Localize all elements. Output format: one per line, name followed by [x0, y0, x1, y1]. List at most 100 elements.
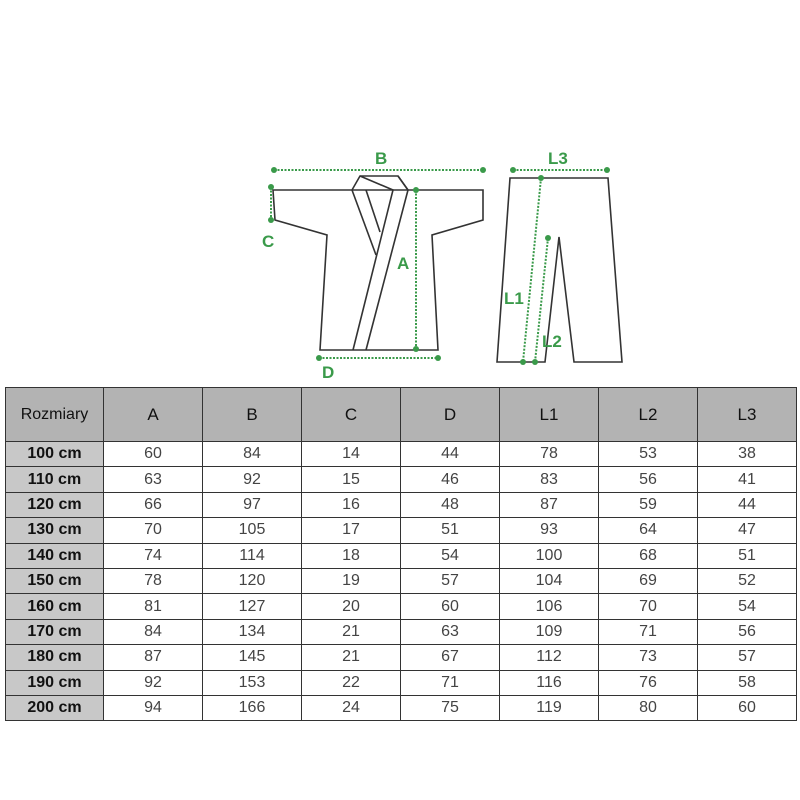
value-cell: 104: [499, 567, 599, 595]
value-cell: 53: [598, 440, 698, 468]
value-cell: 116: [499, 669, 599, 696]
value-cell: 63: [103, 466, 203, 493]
value-cell: 54: [400, 542, 500, 569]
table-row: 190 cm 92 153 22 71 116 76 58: [5, 669, 797, 696]
value-cell: 69: [598, 567, 698, 595]
value-cell: 75: [400, 694, 500, 722]
value-cell: 41: [697, 466, 797, 493]
value-cell: 56: [598, 466, 698, 493]
header-c: C: [301, 387, 401, 442]
size-cell: 140 cm: [5, 542, 104, 569]
value-cell: 92: [103, 669, 203, 696]
value-cell: 58: [697, 669, 797, 696]
value-cell: 44: [400, 440, 500, 468]
table-header-row: Rozmiary A B C D L1 L2 L3: [5, 387, 797, 442]
value-cell: 70: [598, 593, 698, 620]
value-cell: 120: [202, 567, 302, 595]
value-cell: 106: [499, 593, 599, 620]
value-cell: 46: [400, 466, 500, 493]
size-cell: 130 cm: [5, 517, 104, 544]
size-cell: 150 cm: [5, 567, 104, 595]
value-cell: 127: [202, 593, 302, 620]
value-cell: 68: [598, 542, 698, 569]
table-row: 200 cm 94 166 24 75 119 80 60: [5, 694, 797, 722]
header-b: B: [202, 387, 302, 442]
value-cell: 60: [697, 694, 797, 722]
value-cell: 109: [499, 618, 599, 646]
value-cell: 76: [598, 669, 698, 696]
value-cell: 38: [697, 440, 797, 468]
value-cell: 97: [202, 491, 302, 519]
value-cell: 78: [499, 440, 599, 468]
value-cell: 17: [301, 517, 401, 544]
value-cell: 112: [499, 644, 599, 671]
measurement-lines: [270, 169, 607, 363]
table-row: 150 cm 78 120 19 57 104 69 52: [5, 567, 797, 595]
label-d: D: [322, 363, 334, 382]
header-l2: L2: [598, 387, 698, 442]
value-cell: 114: [202, 542, 302, 569]
value-cell: 119: [499, 694, 599, 722]
table-row: 170 cm 84 134 21 63 109 71 56: [5, 618, 797, 646]
size-table: Rozmiary A B C D L1 L2 L3 100 cm 60 84 14 44 78 53 38 1…: [5, 387, 797, 722]
header-a: A: [103, 387, 203, 442]
table-row: 120 cm 66 97 16 48 87 59 44: [5, 491, 797, 519]
value-cell: 16: [301, 491, 401, 519]
garment-diagram: B C A D L3 L1 L2: [262, 149, 623, 382]
value-cell: 19: [301, 567, 401, 595]
header-l3: L3: [697, 387, 797, 442]
value-cell: 51: [400, 517, 500, 544]
label-a: A: [397, 254, 409, 273]
value-cell: 84: [202, 440, 302, 468]
value-cell: 73: [598, 644, 698, 671]
value-cell: 100: [499, 542, 599, 569]
value-cell: 57: [400, 567, 500, 595]
value-cell: 44: [697, 491, 797, 519]
size-cell: 200 cm: [5, 694, 104, 722]
value-cell: 153: [202, 669, 302, 696]
table-row: 180 cm 87 145 21 67 112 73 57: [5, 644, 797, 671]
table-row: 130 cm 70 105 17 51 93 64 47: [5, 517, 797, 544]
value-cell: 52: [697, 567, 797, 595]
label-b: B: [375, 149, 387, 168]
header-l1: L1: [499, 387, 599, 442]
value-cell: 83: [499, 466, 599, 493]
value-cell: 67: [400, 644, 500, 671]
value-cell: 54: [697, 593, 797, 620]
value-cell: 84: [103, 618, 203, 646]
value-cell: 48: [400, 491, 500, 519]
value-cell: 145: [202, 644, 302, 671]
value-cell: 21: [301, 618, 401, 646]
value-cell: 81: [103, 593, 203, 620]
value-cell: 20: [301, 593, 401, 620]
value-cell: 56: [697, 618, 797, 646]
value-cell: 87: [499, 491, 599, 519]
value-cell: 60: [400, 593, 500, 620]
value-cell: 105: [202, 517, 302, 544]
value-cell: 24: [301, 694, 401, 722]
value-cell: 59: [598, 491, 698, 519]
value-cell: 71: [598, 618, 698, 646]
value-cell: 51: [697, 542, 797, 569]
table-row: 100 cm 60 84 14 44 78 53 38: [5, 440, 797, 468]
value-cell: 70: [103, 517, 203, 544]
label-c: C: [262, 232, 274, 251]
value-cell: 63: [400, 618, 500, 646]
label-l2: L2: [542, 332, 562, 351]
table-row: 110 cm 63 92 15 46 83 56 41: [5, 466, 797, 493]
measurement-dots: [268, 167, 610, 365]
table-row: 160 cm 81 127 20 60 106 70 54: [5, 593, 797, 620]
size-cell: 170 cm: [5, 618, 104, 646]
value-cell: 47: [697, 517, 797, 544]
label-l3: L3: [548, 149, 568, 168]
value-cell: 94: [103, 694, 203, 722]
value-cell: 80: [598, 694, 698, 722]
pants-outline: [496, 177, 623, 363]
value-cell: 71: [400, 669, 500, 696]
header-size: Rozmiary: [5, 387, 104, 442]
size-cell: 100 cm: [5, 440, 104, 468]
value-cell: 134: [202, 618, 302, 646]
size-cell: 160 cm: [5, 593, 104, 620]
jacket-outline: [272, 175, 484, 351]
value-cell: 92: [202, 466, 302, 493]
